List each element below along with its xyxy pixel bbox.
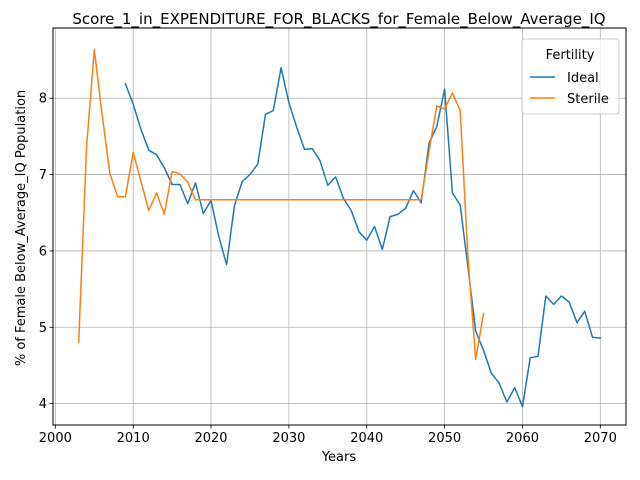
y-tick-label: 4 <box>39 397 47 412</box>
legend: Fertility Ideal Sterile <box>521 38 620 115</box>
x-tick-label: 2030 <box>272 431 305 446</box>
x-tick-label: 2060 <box>506 431 539 446</box>
chart-title: Score_1_in_EXPENDITURE_FOR_BLACKS_for_Fe… <box>72 10 605 29</box>
x-tick-label: 2050 <box>428 431 461 446</box>
legend-label-ideal: Ideal <box>567 71 599 86</box>
y-tick-label: 8 <box>39 92 47 107</box>
y-tick-label: 5 <box>39 321 47 336</box>
legend-label-sterile: Sterile <box>567 92 609 107</box>
legend-title: Fertility <box>546 48 595 63</box>
y-tick-label: 6 <box>39 244 47 259</box>
x-tick-label: 2020 <box>194 431 227 446</box>
series-lines <box>77 48 602 408</box>
legend-frame <box>521 38 620 115</box>
series-line-ideal <box>124 66 602 408</box>
x-tick-label: 2040 <box>350 431 383 446</box>
x-tick-label: 2070 <box>584 431 617 446</box>
x-axis-ticks: 2000 2010 2020 2030 2040 2050 2060 2070 <box>39 425 617 446</box>
series-line-sterile <box>77 48 485 361</box>
y-axis-label: % of Female Below_Average_IQ Population <box>14 90 29 366</box>
plot-frame <box>52 27 627 426</box>
x-axis-label: Years <box>321 450 357 465</box>
x-tick-label: 2010 <box>117 431 150 446</box>
y-tick-label: 7 <box>39 168 47 183</box>
y-axis-ticks: 4 5 6 7 8 <box>39 92 53 412</box>
x-tick-label: 2000 <box>39 431 72 446</box>
